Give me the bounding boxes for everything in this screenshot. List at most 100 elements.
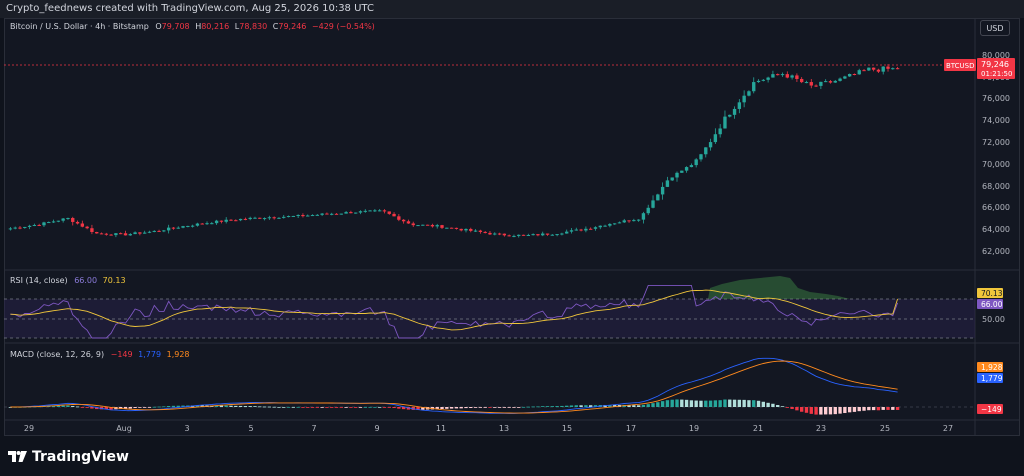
macd-histogram-bar — [138, 407, 142, 408]
candle-body — [18, 227, 22, 229]
c-value: 79,246 — [278, 22, 307, 31]
candle-body — [142, 232, 147, 234]
candle-body — [368, 210, 372, 212]
macd-badge-hist: −149 — [981, 405, 1002, 414]
candle-body — [291, 215, 296, 217]
l-value: 78,830 — [239, 22, 268, 31]
macd-histogram-bar — [857, 407, 861, 412]
candle-body — [694, 159, 698, 166]
price-tick: 74,000 — [982, 116, 1010, 125]
macd-histogram-bar — [119, 407, 123, 409]
candle-body — [147, 231, 152, 233]
candle-body — [718, 128, 722, 135]
candle-body — [588, 228, 593, 230]
candle-body — [512, 235, 516, 237]
price-tick: 80,000 — [982, 51, 1010, 60]
macd-histogram-bar — [258, 406, 262, 408]
macd-histogram-bar — [142, 407, 147, 408]
macd-histogram-bar — [497, 407, 502, 408]
price-tick: 64,000 — [982, 225, 1010, 234]
candle-body — [296, 215, 300, 217]
candle-body — [186, 225, 190, 227]
price-tick: 62,000 — [982, 247, 1010, 256]
candle-body — [61, 218, 65, 221]
l-label: L — [234, 22, 240, 31]
macd-histogram-bar — [790, 407, 794, 409]
macd-histogram-bar — [747, 400, 751, 407]
macd-histogram-bar — [895, 407, 900, 410]
macd-histogram-bar — [560, 405, 564, 407]
candle-body — [95, 231, 99, 234]
macd-histogram-bar — [248, 406, 252, 407]
candle-body — [857, 70, 861, 75]
macd-histogram-bar — [886, 407, 890, 410]
macd-histogram-bar — [109, 407, 113, 410]
candle-body — [51, 221, 56, 223]
macd-histogram-bar — [229, 405, 233, 407]
candle-body — [636, 219, 641, 221]
candle-body — [445, 227, 449, 229]
candle-body — [469, 228, 473, 231]
candle-body — [56, 220, 61, 222]
macd-histogram-bar — [320, 407, 324, 408]
macd-badge-signal: 1,928 — [981, 363, 1003, 372]
candle-body — [330, 213, 334, 215]
macd-histogram-bar — [684, 399, 689, 407]
price-tick: 72,000 — [982, 138, 1010, 147]
attribution-text: Crypto_feednews created with TradingView… — [6, 3, 374, 14]
macd-histogram-bar — [363, 406, 367, 408]
macd-histogram-bar — [876, 407, 881, 411]
rsi-title: RSI (14, close) — [10, 276, 68, 285]
macd-histogram-bar — [651, 403, 655, 407]
rsi-legend[interactable]: RSI (14, close) 66.00 70.13 — [10, 276, 126, 285]
candle-body — [425, 224, 430, 226]
macd-histogram-bar — [608, 404, 612, 407]
rsi-ma-value: 70.13 — [102, 276, 126, 285]
candle-body — [435, 225, 439, 227]
candle-body — [262, 218, 267, 220]
macd-histogram-bar — [90, 407, 94, 409]
macd-histogram-bar — [627, 405, 631, 407]
main-legend[interactable]: Bitcoin / U.S. Dollar · 4h · Bitstamp O7… — [10, 22, 375, 31]
candle-body — [867, 67, 871, 71]
macd-histogram-bar — [224, 405, 228, 407]
price-axis[interactable]: 80,000 78,000 76,000 74,000 72,000 70,00… — [982, 51, 1010, 256]
candle-body — [272, 217, 276, 219]
candle-body — [497, 233, 502, 235]
time-axis[interactable]: 29 Aug 3 5 7 9 11 13 15 17 19 21 23 25 2… — [24, 424, 953, 433]
candle-body — [756, 80, 761, 83]
candle-body — [584, 228, 588, 231]
footer — [0, 440, 1024, 476]
time-tick: Aug — [116, 424, 132, 433]
macd-legend[interactable]: MACD (close, 12, 26, 9) −149 1,779 1,928 — [10, 350, 190, 359]
macd-histogram-bar — [392, 407, 396, 409]
candle-body — [593, 227, 598, 229]
macd-histogram-bar — [449, 407, 454, 409]
candle-body — [430, 224, 435, 227]
macd-histogram-bar — [502, 407, 507, 408]
currency-button[interactable]: USD — [980, 20, 1010, 36]
macd-histogram-bar — [157, 406, 161, 408]
candle-body — [612, 223, 617, 225]
time-tick: 11 — [436, 424, 446, 433]
macd-histogram-bar — [833, 407, 837, 415]
rsi-value: 66.00 — [74, 276, 98, 285]
macd-histogram-bar — [296, 406, 300, 408]
change-value: −429 (−0.54%) — [311, 22, 375, 31]
candle-body — [166, 227, 171, 231]
macd-histogram-bar — [732, 399, 737, 407]
last-price-value: 79,246 — [981, 60, 1009, 69]
time-tick: 7 — [311, 424, 316, 433]
candle-body — [641, 213, 646, 220]
macd-histogram-bar — [71, 405, 75, 407]
macd-histogram-bar — [373, 406, 377, 408]
macd-histogram-bar — [243, 406, 248, 407]
macd-histogram-bar — [262, 406, 267, 408]
candle-body — [85, 226, 89, 229]
candle-body — [42, 222, 46, 226]
macd-group — [8, 357, 900, 415]
candle-body — [800, 78, 804, 83]
macd-histogram-bar — [56, 405, 61, 407]
